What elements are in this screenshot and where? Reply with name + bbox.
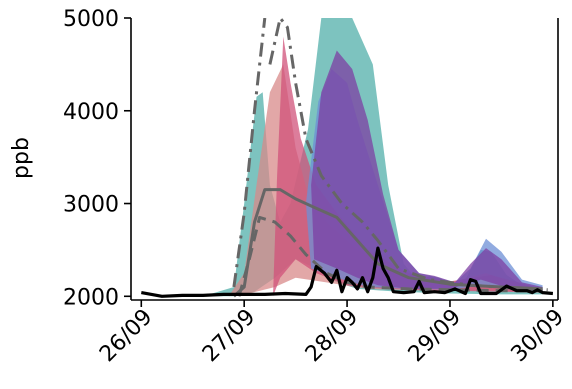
series-line-solid-grey: [232, 188, 543, 298]
x-tick-label: 26/09: [95, 305, 158, 368]
y-ticks: 2000 3000 4000 5000: [63, 7, 131, 310]
x-tick-label: 30/09: [507, 305, 570, 368]
series-line-dashdot-grey-a: [232, 18, 267, 288]
y-axis-label: ppb: [9, 137, 34, 179]
axes: [130, 18, 559, 301]
plot-area: [141, 18, 554, 298]
series-line-solid-black: [141, 246, 554, 298]
band-5: [311, 50, 543, 291]
series-line-dashdot-grey-b: [268, 18, 548, 292]
y-tick-label: 5000: [63, 7, 119, 32]
x-ticks: 26/09 27/09 28/09 29/09 30/09: [95, 300, 569, 367]
uncertainty-bands: [203, 18, 543, 297]
x-tick-label: 27/09: [198, 305, 261, 368]
x-tick-label: 29/09: [404, 305, 467, 368]
y-tick-label: 3000: [63, 193, 119, 218]
y-tick-label: 4000: [63, 100, 119, 125]
series-lines: [141, 18, 554, 298]
x-tick-label: 28/09: [301, 305, 364, 368]
y-tick-label: 2000: [63, 285, 119, 310]
